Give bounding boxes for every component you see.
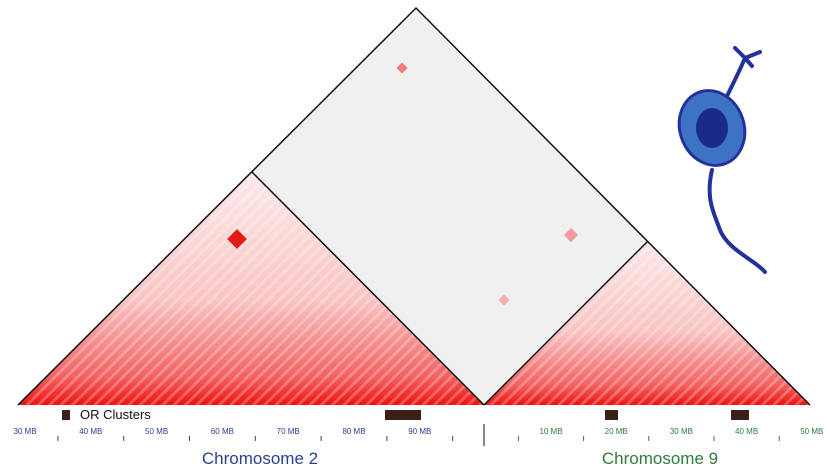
divider xyxy=(251,171,485,406)
or-cluster xyxy=(605,410,618,420)
outline xyxy=(17,6,811,406)
hotspot xyxy=(227,229,247,249)
divider xyxy=(483,240,649,406)
tick-label: 80 MB xyxy=(342,427,365,436)
chr2-texture xyxy=(18,172,484,405)
tick-label: 40 MB xyxy=(79,427,102,436)
tick-label: 30 MB xyxy=(670,427,693,436)
hotspot xyxy=(563,227,579,243)
or-cluster xyxy=(62,410,70,420)
chr2-label: Chromosome 2 xyxy=(202,449,318,468)
legend-label: OR Clusters xyxy=(80,407,151,422)
tick-label: 90 MB xyxy=(408,427,431,436)
neuron-icon xyxy=(677,46,767,274)
tick-label: 30 MB xyxy=(13,427,36,436)
hotspot xyxy=(498,294,510,306)
tick-label: 50 MB xyxy=(800,427,823,436)
chr9-label: Chromosome 9 xyxy=(602,449,718,468)
tick-label: 70 MB xyxy=(277,427,300,436)
or-cluster xyxy=(385,410,421,420)
chr9-texture xyxy=(484,241,810,405)
tick-label: 50 MB xyxy=(145,427,168,436)
tick-label: 60 MB xyxy=(211,427,234,436)
tick-label: 40 MB xyxy=(735,427,758,436)
tick-label: 10 MB xyxy=(539,427,562,436)
or-cluster xyxy=(731,410,749,420)
tick-label: 20 MB xyxy=(605,427,628,436)
